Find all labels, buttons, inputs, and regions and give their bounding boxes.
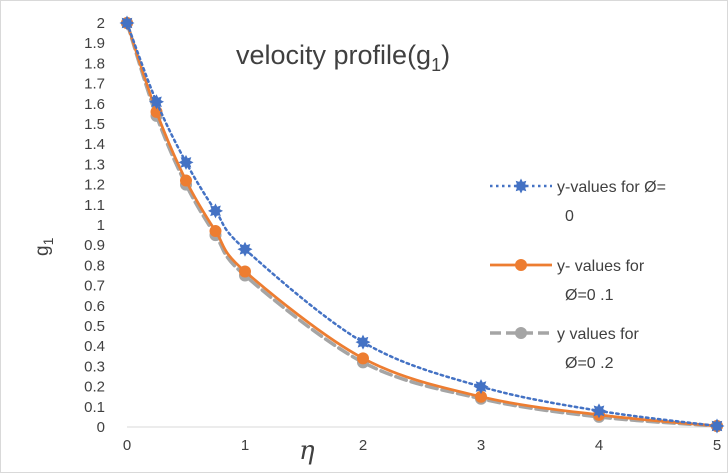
x-tick-label: 3 xyxy=(477,437,485,454)
legend-swatch-marker xyxy=(515,327,527,339)
data-point xyxy=(119,15,135,31)
series-line xyxy=(125,21,719,428)
y-axis-label-main: g xyxy=(32,245,53,256)
data-point xyxy=(237,241,253,257)
legend-swatch-marker xyxy=(513,178,529,194)
y-tick-label: 1.1 xyxy=(84,197,105,214)
x-tick-labels: 0 1 2 3 4 5 xyxy=(123,437,721,454)
data-point xyxy=(355,334,371,350)
data-point xyxy=(475,390,487,403)
y-axis-label-subscript: 1 xyxy=(40,237,56,245)
y-tick-label: 0.4 xyxy=(84,338,105,355)
y-tick-label: 0.8 xyxy=(84,257,105,274)
x-tick-label: 2 xyxy=(359,437,367,454)
y-tick-label: 0.9 xyxy=(84,237,105,254)
y-tick-label: 1 xyxy=(97,217,105,234)
data-point xyxy=(357,352,369,365)
legend-label: Ø=0 .2 xyxy=(565,355,614,372)
x-axis-label: η xyxy=(299,436,315,466)
chart-title: velocity profile(g1) xyxy=(236,40,450,75)
series-line xyxy=(125,21,719,428)
legend-item: y- values for Ø=0 .1 xyxy=(490,258,645,304)
y-tick-label: 0.2 xyxy=(84,379,105,396)
x-tick-label: 1 xyxy=(241,437,249,454)
legend-item: y values for Ø=0 .2 xyxy=(490,326,639,372)
data-point xyxy=(149,94,164,110)
series-line xyxy=(125,21,719,428)
y-tick-label: 0.7 xyxy=(84,278,105,295)
y-tick-label: 0.6 xyxy=(84,298,105,315)
y-tick-label: 1.8 xyxy=(84,55,105,72)
series-1 xyxy=(119,15,725,434)
data-point xyxy=(208,203,223,219)
y-tick-label: 1.3 xyxy=(84,156,105,173)
chart-title-suffix: ) xyxy=(441,40,450,70)
legend-swatch-marker xyxy=(515,259,527,271)
legend-label: Ø=0 .1 xyxy=(565,287,614,304)
y-tick-label: 2 xyxy=(97,15,105,32)
chart-title-main: velocity profile(g xyxy=(236,40,431,70)
y-tick-label: 1.5 xyxy=(84,116,105,133)
data-point xyxy=(709,418,725,434)
legend: y-values for Ø= 0 y- values for Ø=0 .1 y val… xyxy=(490,178,666,372)
y-tick-label: 1.9 xyxy=(84,35,105,52)
x-tick-label: 5 xyxy=(713,437,721,454)
data-point xyxy=(473,379,489,395)
series-2 xyxy=(121,17,723,432)
y-tick-labels: 0 0.1 0.2 0.3 0.4 0.5 0.6 0.7 0.8 0.9 1 1.1 1.2 1.3 1.… xyxy=(84,15,105,436)
y-tick-label: 0.1 xyxy=(84,399,105,416)
y-tick-label: 1.7 xyxy=(84,76,105,93)
series-layer xyxy=(119,15,725,434)
legend-label: y values for xyxy=(557,326,639,343)
data-point xyxy=(178,154,194,170)
y-tick-label: 0.5 xyxy=(84,318,105,335)
y-tick-label: 1.4 xyxy=(84,136,105,153)
data-point xyxy=(180,174,192,187)
y-tick-label: 1.2 xyxy=(84,177,105,194)
legend-label: 0 xyxy=(565,208,574,225)
legend-item: y-values for Ø= 0 xyxy=(490,178,666,225)
y-tick-label: 0 xyxy=(97,419,105,436)
data-point xyxy=(239,265,251,278)
data-point xyxy=(209,225,222,238)
y-tick-label: 1.6 xyxy=(84,96,105,113)
y-tick-label: 0.3 xyxy=(84,358,105,375)
x-tick-label: 0 xyxy=(123,437,131,454)
legend-label: y-values for Ø= xyxy=(557,179,666,196)
chart-title-subscript: 1 xyxy=(431,55,441,75)
y-axis-label: g1 xyxy=(32,237,56,256)
data-point xyxy=(591,403,607,419)
legend-label: y- values for xyxy=(557,258,645,275)
x-tick-label: 4 xyxy=(595,437,603,454)
